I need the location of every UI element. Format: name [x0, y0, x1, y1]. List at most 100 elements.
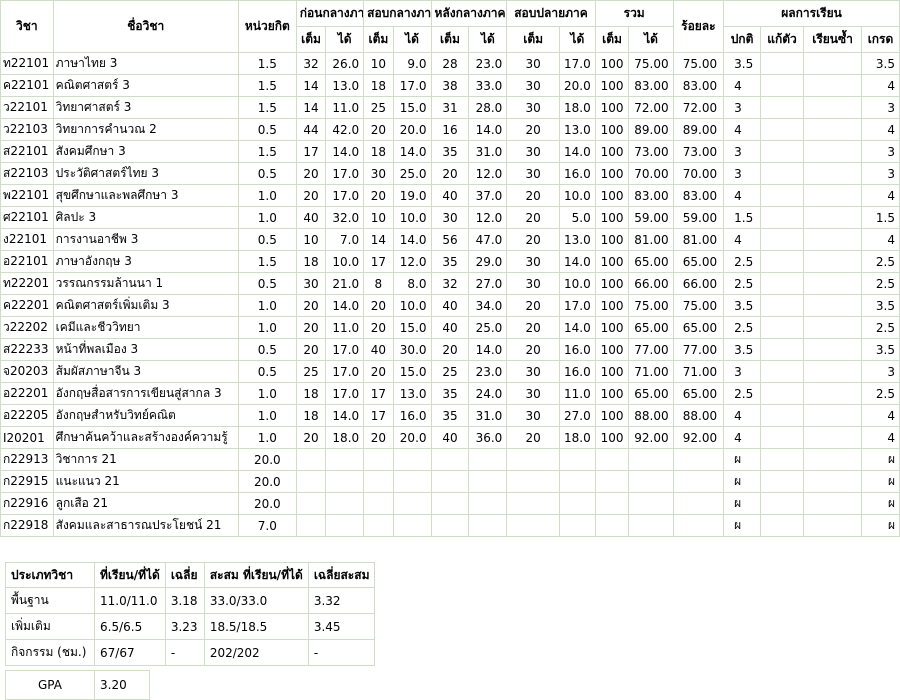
total-full	[594, 470, 630, 493]
course-name: เคมีและชีววิทยา	[52, 316, 239, 339]
course-credit: 1.5	[237, 52, 297, 75]
before-mid-got: 26.0	[325, 52, 365, 75]
course-credit: 0.5	[237, 360, 297, 383]
total-got: 73.00	[628, 140, 674, 163]
after-mid-got: 31.0	[468, 404, 508, 427]
summary-type: พื้นฐาน	[5, 587, 95, 614]
header-full: เต็ม	[295, 26, 327, 53]
course-code: ง22101	[0, 228, 54, 251]
grade-repeat	[803, 140, 862, 163]
after-mid-full: 40	[430, 294, 470, 317]
grade-normal: 3	[723, 96, 761, 119]
total-full: 100	[594, 404, 630, 427]
course-code: ส22103	[0, 162, 54, 185]
after-mid-got: 23.0	[468, 52, 508, 75]
grade-fix	[759, 52, 805, 75]
before-mid-got: 17.0	[325, 360, 365, 383]
grade-fix	[759, 184, 805, 207]
after-mid-full: 38	[430, 74, 470, 97]
after-mid-full: 40	[430, 426, 470, 449]
grade-fix	[759, 404, 805, 427]
midterm-got: 20.0	[392, 426, 432, 449]
before-mid-full: 40	[295, 206, 327, 229]
total-got: 77.00	[628, 338, 674, 361]
before-mid-got: 7.0	[325, 228, 365, 251]
course-percent: 70.00	[672, 162, 725, 185]
final-full: 20	[506, 426, 560, 449]
grade-fix	[759, 96, 805, 119]
total-full: 100	[594, 360, 630, 383]
after-mid-full: 30	[430, 206, 470, 229]
before-mid-got: 17.0	[325, 382, 365, 405]
course-grade: ผ	[861, 470, 900, 493]
final-got: 5.0	[558, 206, 596, 229]
after-mid-got: 28.0	[468, 96, 508, 119]
gpa-value: 3.20	[94, 670, 150, 700]
final-got: 10.0	[558, 184, 596, 207]
after-mid-got: 37.0	[468, 184, 508, 207]
grade-fix	[759, 140, 805, 163]
course-percent: 65.00	[672, 316, 725, 339]
grade-fix	[759, 206, 805, 229]
header-name: ชื่อวิชา	[52, 0, 239, 53]
grade-normal: ผ	[723, 448, 761, 471]
after-mid-got: 14.0	[468, 118, 508, 141]
final-got	[558, 514, 596, 537]
midterm-full: 10	[363, 52, 394, 75]
table-row: อ22205 อังกฤษสำหรับวิทย์คณิต 1.0 18 14.0 17 16…	[0, 404, 900, 427]
final-got	[558, 492, 596, 515]
course-grade: 4	[861, 184, 900, 207]
grade-repeat	[803, 316, 862, 339]
table-row: ก22916 ลูกเสือ 21 20.0 ผ ผ	[0, 492, 900, 515]
course-code: อ22201	[0, 382, 54, 405]
header-repeat: เรียนซ้ำ	[803, 26, 862, 53]
course-name: วรรณกรรมล้านนา 1	[52, 272, 239, 295]
total-full: 100	[594, 140, 630, 163]
summary-cum: 33.0/33.0	[203, 587, 309, 614]
after-mid-full	[430, 448, 470, 471]
final-got: 18.0	[558, 96, 596, 119]
midterm-full: 14	[363, 228, 394, 251]
after-mid-got: 33.0	[468, 74, 508, 97]
grade-normal: 3.5	[723, 338, 761, 361]
course-code: ส22101	[0, 140, 54, 163]
course-code: ส22233	[0, 338, 54, 361]
total-full: 100	[594, 338, 630, 361]
grade-fix	[759, 360, 805, 383]
midterm-got: 13.0	[392, 382, 432, 405]
course-credit: 1.0	[237, 382, 297, 405]
grade-repeat	[803, 184, 862, 207]
final-got: 16.0	[558, 360, 596, 383]
midterm-full: 18	[363, 140, 394, 163]
summary-earned: 11.0/11.0	[94, 587, 166, 614]
table-row: จ20203 ส้มผัสภาษาจีน 3 0.5 25 17.0 20 15.0 25 23…	[0, 360, 900, 383]
final-got	[558, 448, 596, 471]
before-mid-full: 10	[295, 228, 327, 251]
midterm-full	[363, 514, 394, 537]
before-mid-full: 32	[295, 52, 327, 75]
final-full: 20	[506, 184, 560, 207]
course-code: ว22202	[0, 316, 54, 339]
course-grade: 4	[861, 74, 900, 97]
course-credit: 0.5	[237, 272, 297, 295]
final-full	[506, 514, 560, 537]
total-full	[594, 514, 630, 537]
final-full: 20	[506, 206, 560, 229]
grade-repeat	[803, 470, 862, 493]
before-mid-full: 14	[295, 74, 327, 97]
course-grade: 2.5	[861, 250, 900, 273]
midterm-full	[363, 448, 394, 471]
grade-fix	[759, 294, 805, 317]
final-full: 30	[506, 382, 560, 405]
course-credit: 0.5	[237, 338, 297, 361]
final-got	[558, 470, 596, 493]
after-mid-full: 31	[430, 96, 470, 119]
before-mid-full	[295, 492, 327, 515]
header-full: เต็ม	[506, 26, 560, 53]
course-grade: 4	[861, 118, 900, 141]
before-mid-got: 21.0	[325, 272, 365, 295]
total-got: 75.00	[628, 52, 674, 75]
course-percent: 65.00	[672, 250, 725, 273]
course-percent: 71.00	[672, 360, 725, 383]
total-got: 66.00	[628, 272, 674, 295]
